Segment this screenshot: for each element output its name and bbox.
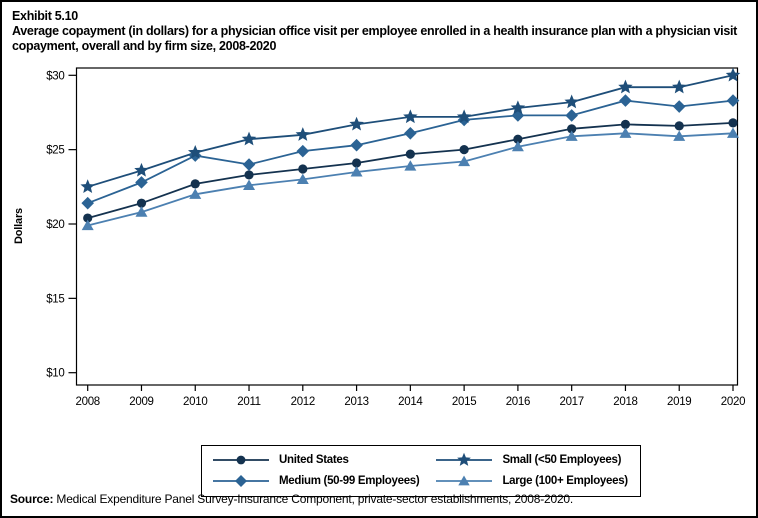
circle-marker: [567, 124, 577, 134]
circle-marker: [83, 213, 93, 223]
star-marker: [618, 79, 633, 94]
y-tick-label: $25: [46, 145, 64, 157]
circle-marker: [728, 118, 738, 128]
legend-item-large-100-employees: Large (100+ Employees): [435, 472, 628, 490]
star-marker: [672, 79, 687, 94]
diamond-marker: [404, 126, 417, 140]
x-tick-label: 2011: [237, 396, 261, 408]
diamond-marker: [619, 94, 632, 107]
diamond-marker: [350, 138, 363, 152]
x-tick-label: 2018: [613, 396, 637, 408]
legend-label: Small (<50 Employees): [502, 454, 622, 466]
y-tick-label: $30: [46, 70, 64, 82]
circle-marker: [351, 158, 362, 168]
chart-title: Average copayment (in dollars) for a phy…: [12, 24, 738, 53]
legend-label: Large (100+ Employees): [502, 475, 628, 487]
triangle-marker: [619, 127, 632, 138]
star-marker: [349, 116, 364, 131]
x-tick-label: 2008: [76, 396, 100, 408]
circle-legend-icon: [213, 455, 269, 465]
star-marker: [134, 162, 149, 177]
line-chart: $10 $15 $20 $25 $30 2008 2009 2010 2011 2012 2013 2…: [13, 67, 745, 408]
chart-legend: United States Medium (50-99 Employees) Sma…: [201, 445, 641, 497]
triangle-marker: [189, 188, 202, 199]
triangle-marker: [243, 179, 256, 190]
triangle-marker: [511, 140, 524, 152]
plot-frame: [75, 67, 739, 386]
triangle-marker: [296, 173, 309, 184]
series-line-large-100-employees: [87, 132, 734, 227]
circle-marker: [136, 198, 147, 208]
triangle-marker: [673, 130, 686, 141]
circle-marker: [298, 164, 308, 174]
diamond-legend-icon: [213, 475, 269, 487]
circle-marker: [620, 119, 631, 129]
circle-marker: [459, 145, 469, 155]
source-label: Source:: [10, 492, 54, 506]
x-tick-label: 2016: [506, 396, 530, 408]
star-legend-icon: [436, 452, 493, 466]
legend-item-united-states: United States: [212, 451, 419, 469]
y-axis-label: Dollars: [13, 208, 25, 244]
circle-marker: [236, 455, 246, 465]
star-marker: [241, 131, 257, 146]
circle-marker: [674, 121, 684, 131]
star-marker: [188, 145, 203, 159]
diamond-marker: [81, 196, 94, 210]
star-marker: [295, 127, 311, 141]
triangle-marker: [81, 219, 94, 231]
series-path: [87, 132, 734, 227]
x-tick-label: 2013: [344, 396, 368, 408]
triangle-marker: [727, 127, 739, 138]
circle-marker: [405, 149, 415, 159]
circle-marker: [190, 179, 200, 189]
triangle-marker: [350, 166, 363, 177]
star-marker: [725, 67, 741, 82]
triangle-marker: [565, 130, 578, 141]
legend-item-small-50-employees: Small (<50 Employees): [435, 451, 627, 469]
source-note: Source: Medical Expenditure Panel Survey…: [10, 492, 573, 506]
star-marker: [403, 109, 418, 124]
x-tick-label: 2009: [129, 396, 153, 408]
diamond-marker: [296, 144, 310, 158]
diamond-marker: [565, 109, 578, 122]
star-marker: [456, 109, 472, 124]
x-tick-label: 2012: [291, 396, 315, 408]
triangle-marker: [404, 160, 417, 171]
circle-marker: [513, 134, 523, 144]
y-tick-label: $20: [46, 219, 64, 231]
x-tick-label: 2017: [559, 396, 583, 408]
x-tick-label: 2010: [183, 396, 207, 408]
series-markers-small-50-employees: [80, 67, 741, 193]
y-tick-label: $15: [46, 293, 64, 305]
circle-marker: [244, 170, 254, 180]
diamond-marker: [242, 158, 256, 171]
triangle-marker: [135, 206, 148, 217]
triangle-legend-icon: [436, 475, 493, 486]
exhibit-number: Exhibit 5.10: [12, 9, 78, 23]
x-tick-label: 2019: [667, 396, 691, 408]
diamond-marker: [726, 94, 740, 107]
legend-label: Medium (50-99 Employees): [279, 475, 420, 487]
diamond-marker: [672, 100, 686, 113]
series-markers-large-100-employees: [81, 127, 739, 231]
x-tick-label: 2014: [398, 396, 423, 408]
star-marker: [80, 179, 95, 193]
x-tick-label: 2015: [452, 396, 476, 408]
star-marker: [510, 100, 526, 115]
diamond-marker: [235, 475, 247, 487]
diamond-marker: [135, 176, 148, 189]
series-markers-united-states: [83, 118, 738, 223]
triangle-marker: [458, 475, 471, 486]
source-text: Medical Expenditure Panel Survey-Insuran…: [53, 492, 574, 506]
star-marker: [457, 452, 472, 466]
star-marker: [564, 94, 579, 109]
y-tick-label: $10: [46, 368, 64, 380]
title-block: Exhibit 5.10 Average copayment (in dolla…: [12, 9, 754, 54]
triangle-marker: [458, 155, 471, 167]
legend-label: United States: [279, 454, 349, 466]
x-tick-label: 2020: [721, 396, 745, 408]
legend-item-medium-50-99-employees: Medium (50-99 Employees): [212, 472, 420, 490]
